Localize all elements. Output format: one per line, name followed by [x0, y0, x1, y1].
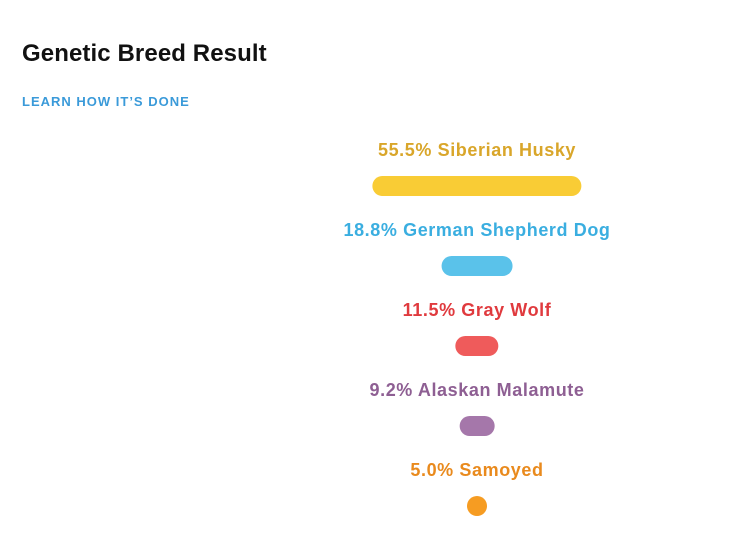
breed-label: 9.2% Alaskan Malamute	[369, 380, 585, 400]
learn-how-link[interactable]: LEARN HOW IT’S DONE	[22, 94, 190, 109]
breed-item: 18.8% German Shepherd Dog	[327, 220, 627, 276]
breed-item: 9.2% Alaskan Malamute	[327, 380, 627, 436]
breed-label: 55.5% Siberian Husky	[377, 140, 577, 160]
breed-bar	[467, 496, 487, 516]
breed-item: 55.5% Siberian Husky	[327, 140, 627, 196]
breed-label: 11.5% Gray Wolf	[402, 300, 552, 320]
breed-bar	[459, 416, 495, 436]
breed-bar	[372, 176, 582, 196]
breed-bar	[441, 256, 513, 276]
breed-item: 11.5% Gray Wolf	[327, 300, 627, 356]
breed-label: 5.0% Samoyed	[410, 460, 544, 480]
breed-label: 18.8% German Shepherd Dog	[343, 220, 611, 240]
breed-bar	[455, 336, 499, 356]
breed-item: 5.0% Samoyed	[327, 460, 627, 516]
page-title: Genetic Breed Result	[22, 40, 267, 67]
